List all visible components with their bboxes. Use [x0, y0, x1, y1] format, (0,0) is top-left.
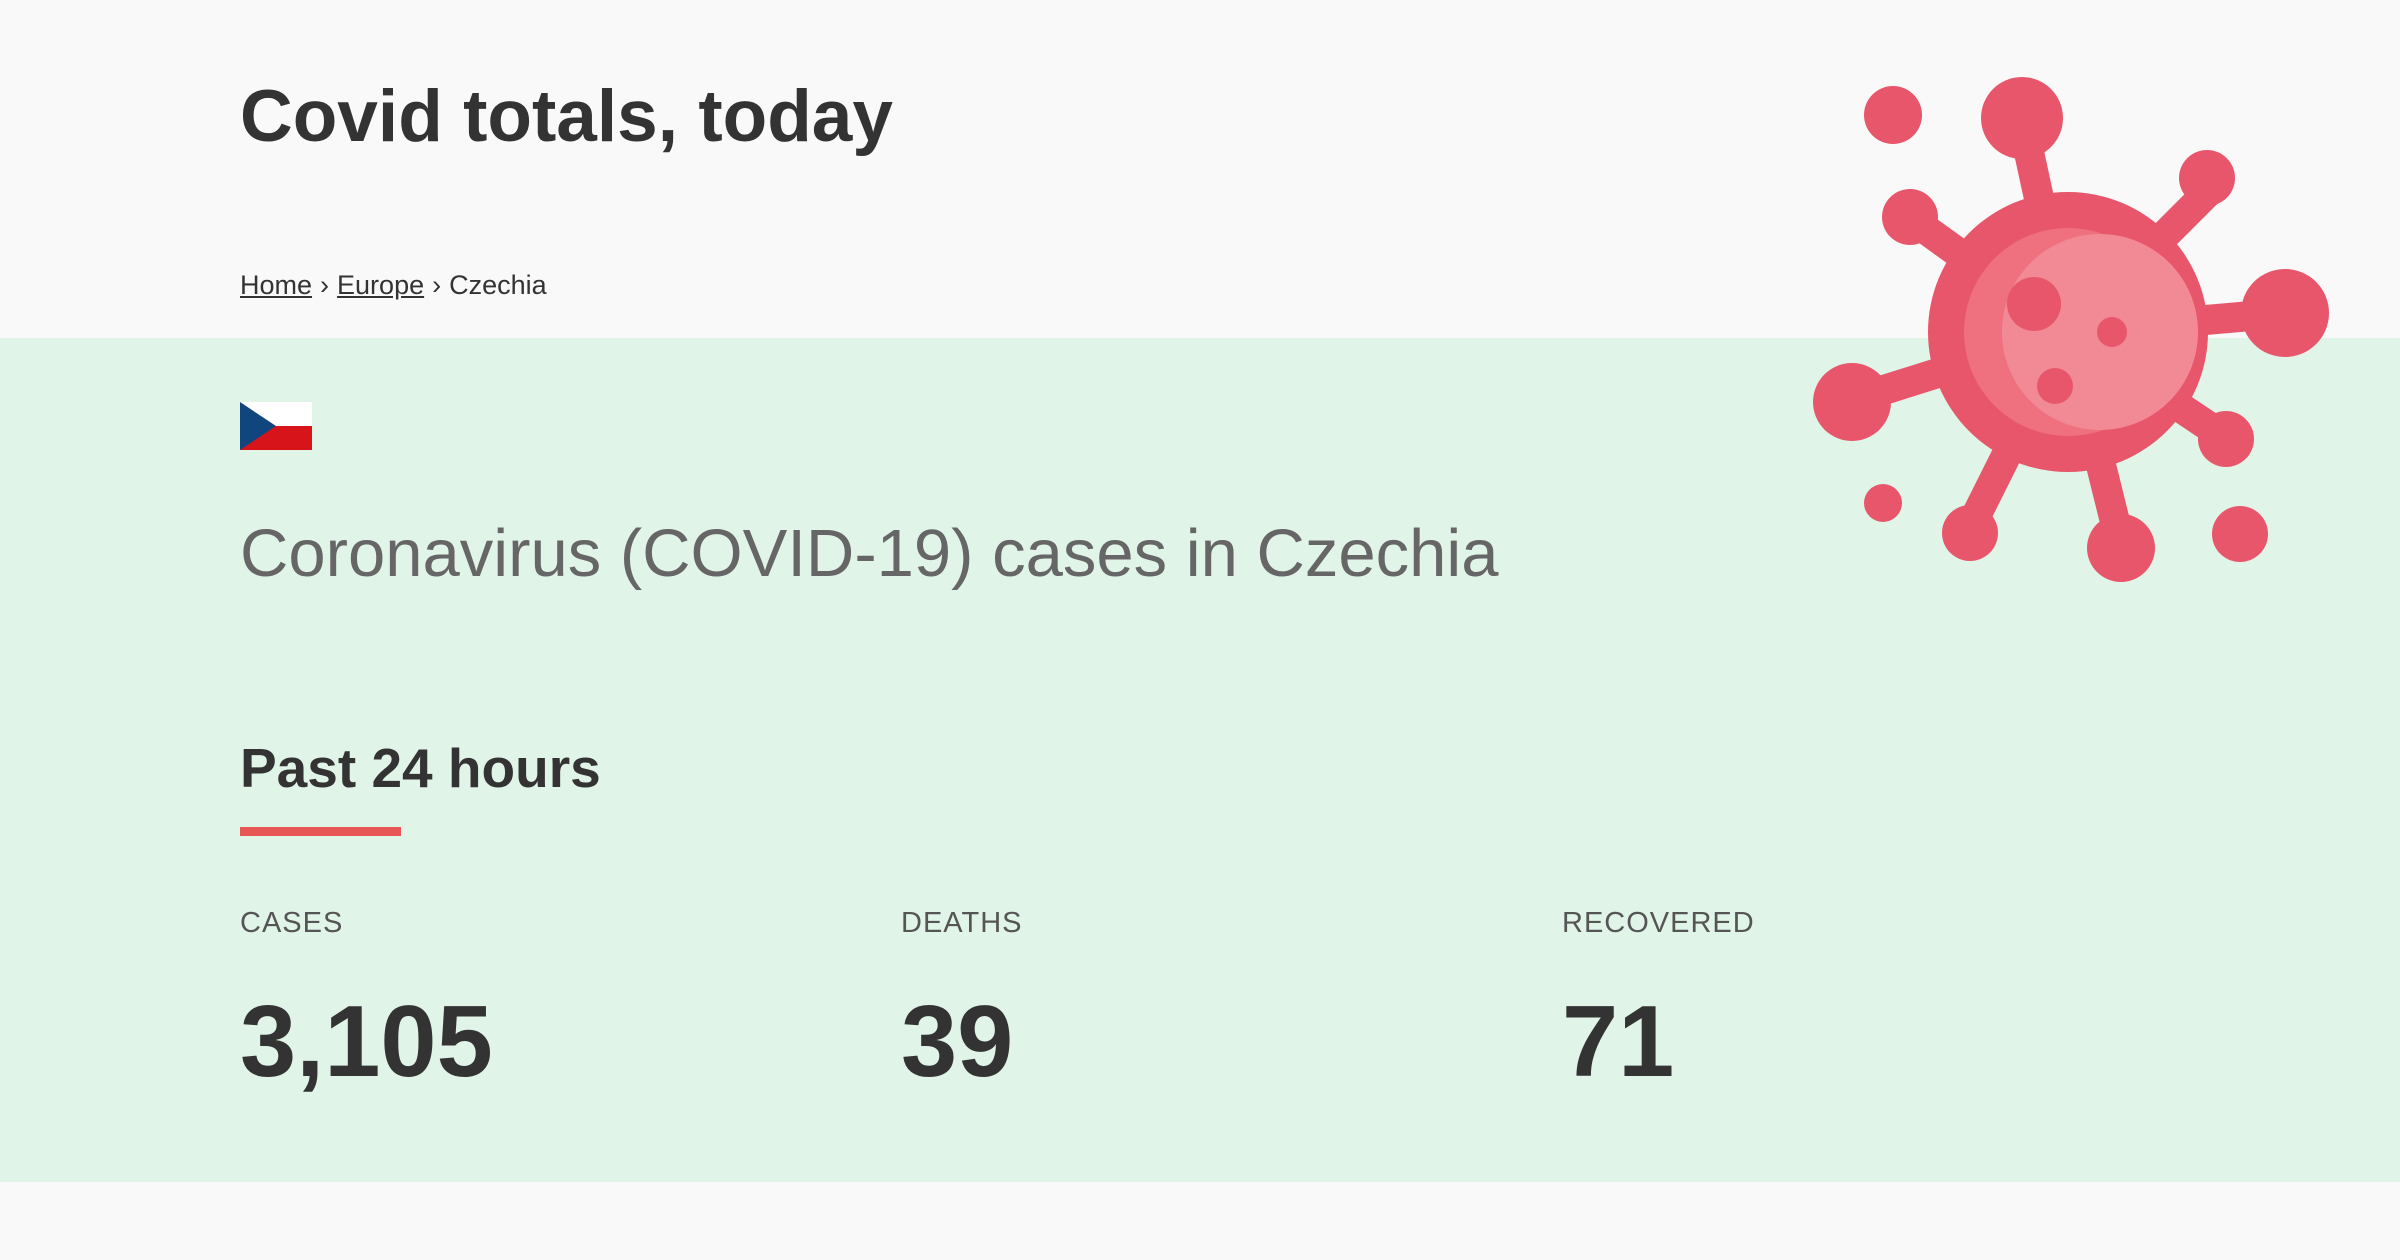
breadcrumb-separator: ›: [432, 270, 442, 300]
stat-value: 71: [1562, 986, 1675, 1098]
breadcrumb-link-europe[interactable]: Europe: [337, 270, 425, 300]
breadcrumb-link-home[interactable]: Home: [240, 270, 313, 300]
virus-icon: [1813, 77, 2329, 582]
site-title: Covid totals, today: [240, 76, 894, 157]
section-title-underline: [240, 827, 401, 836]
breadcrumb-separator: ›: [320, 270, 330, 300]
breadcrumb: Home › Europe › Czechia: [240, 268, 547, 302]
page-header: Covid totals, today Home › Europe › Czechia: [0, 0, 2400, 338]
stat-cases: CASES 3,105: [240, 906, 840, 1102]
stat-label: CASES: [240, 907, 344, 939]
breadcrumb-current: Czechia: [449, 270, 547, 300]
section-title: Past 24 hours: [240, 737, 601, 799]
stat-label: RECOVERED: [1562, 907, 1755, 939]
stat-recovered: RECOVERED 71: [1562, 906, 2162, 1102]
stat-deaths: DEATHS 39: [901, 906, 1501, 1102]
stat-value: 3,105: [240, 986, 493, 1098]
stat-label: DEATHS: [901, 907, 1023, 939]
czech-flag-icon: [240, 402, 312, 450]
stat-value: 39: [901, 986, 1014, 1098]
page-heading: Coronavirus (COVID-19) cases in Czechia: [240, 516, 1499, 591]
